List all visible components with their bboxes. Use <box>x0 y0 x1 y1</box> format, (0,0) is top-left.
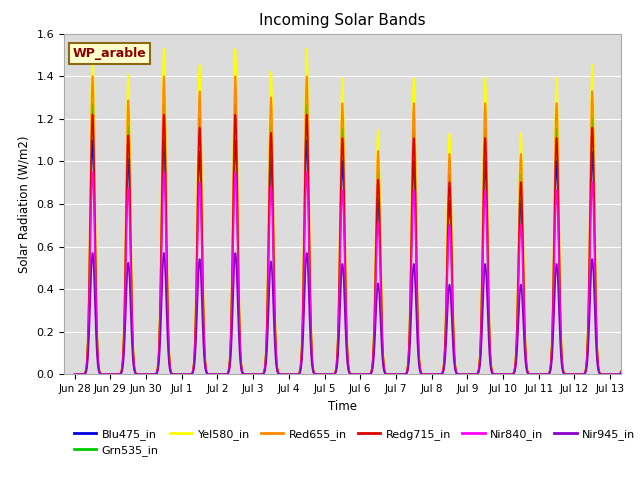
Yel580_in <box>188 371 196 376</box>
Redg715_in <box>89 112 97 118</box>
Yel580_in <box>89 46 97 51</box>
Redg715_in <box>71 372 79 377</box>
Line: Grn535_in: Grn535_in <box>75 104 640 374</box>
Grn535_in <box>434 372 442 377</box>
Blu475_in <box>71 372 79 377</box>
Blu475_in <box>555 231 563 237</box>
Blu475_in <box>484 269 492 275</box>
Red655_in <box>434 372 442 377</box>
Title: Incoming Solar Bands: Incoming Solar Bands <box>259 13 426 28</box>
Nir840_in <box>636 372 640 377</box>
Redg715_in <box>555 216 563 221</box>
Legend: Blu475_in, Grn535_in, Yel580_in, Red655_in, Redg715_in, Nir840_in, Nir945_in: Blu475_in, Grn535_in, Yel580_in, Red655_… <box>70 424 640 460</box>
X-axis label: Time: Time <box>328 400 357 413</box>
Yel580_in <box>71 372 79 377</box>
Grn535_in <box>188 371 196 376</box>
Line: Nir840_in: Nir840_in <box>75 172 640 374</box>
Yel580_in <box>555 176 563 181</box>
Nir945_in <box>484 318 492 324</box>
Nir945_in <box>555 299 563 304</box>
Line: Blu475_in: Blu475_in <box>75 140 640 374</box>
Redg715_in <box>520 311 528 317</box>
Grn535_in <box>484 253 492 259</box>
Nir840_in <box>89 169 97 175</box>
Blu475_in <box>188 371 196 376</box>
Nir945_in <box>89 250 97 256</box>
Red655_in <box>71 372 79 377</box>
Nir945_in <box>636 372 640 377</box>
Line: Redg715_in: Redg715_in <box>75 115 640 374</box>
Nir945_in <box>188 371 196 377</box>
Nir840_in <box>434 372 442 377</box>
Yel580_in <box>484 229 492 235</box>
Redg715_in <box>484 258 492 264</box>
Yel580_in <box>434 372 442 377</box>
Grn535_in <box>520 309 528 314</box>
Grn535_in <box>89 101 97 107</box>
Nir840_in <box>484 283 492 288</box>
Yel580_in <box>636 372 640 377</box>
Blu475_in <box>89 137 97 143</box>
Nir840_in <box>520 324 528 330</box>
Grn535_in <box>555 209 563 215</box>
Redg715_in <box>636 372 640 377</box>
Nir840_in <box>555 250 563 256</box>
Nir840_in <box>188 371 196 377</box>
Blu475_in <box>520 317 528 323</box>
Text: WP_arable: WP_arable <box>72 47 146 60</box>
Redg715_in <box>434 372 442 377</box>
Red655_in <box>188 371 196 376</box>
Line: Red655_in: Red655_in <box>75 76 640 374</box>
Grn535_in <box>636 372 640 377</box>
Line: Nir945_in: Nir945_in <box>75 253 640 374</box>
Red655_in <box>555 192 563 198</box>
Nir945_in <box>71 372 79 377</box>
Line: Yel580_in: Yel580_in <box>75 48 640 374</box>
Red655_in <box>484 241 492 247</box>
Yel580_in <box>520 296 528 301</box>
Blu475_in <box>636 372 640 377</box>
Grn535_in <box>71 372 79 377</box>
Red655_in <box>636 372 640 377</box>
Redg715_in <box>188 371 196 376</box>
Blu475_in <box>434 372 442 377</box>
Y-axis label: Solar Radiation (W/m2): Solar Radiation (W/m2) <box>18 135 31 273</box>
Nir945_in <box>434 372 442 377</box>
Nir945_in <box>520 343 528 349</box>
Nir840_in <box>71 372 79 377</box>
Red655_in <box>89 73 97 79</box>
Red655_in <box>520 302 528 308</box>
